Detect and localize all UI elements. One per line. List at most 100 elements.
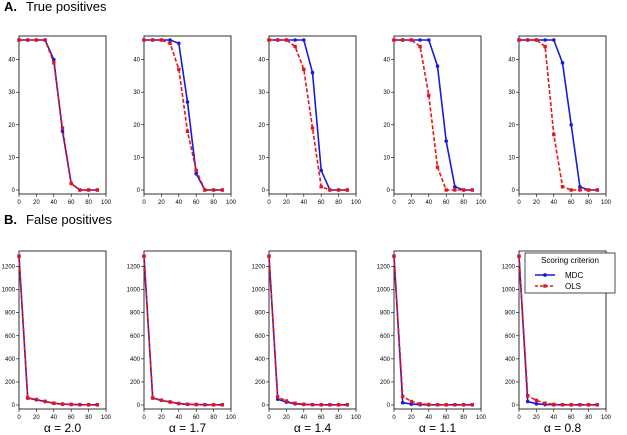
point-mdc xyxy=(453,184,457,189)
x-tick-label: 60 xyxy=(68,200,75,206)
point-mdc xyxy=(52,57,56,62)
series-line-mdc xyxy=(269,39,348,191)
point-mdc xyxy=(552,38,556,42)
point-ols xyxy=(453,188,457,192)
point-ols xyxy=(293,44,297,49)
y-tick-label: 20 xyxy=(508,123,515,129)
y-tick-label: 0 xyxy=(12,188,16,194)
y-tick-label: 30 xyxy=(508,90,515,96)
point-ols xyxy=(552,402,556,407)
x-tick-label: 40 xyxy=(550,200,557,206)
x-tick-label: 60 xyxy=(68,415,75,421)
point-ols xyxy=(52,401,56,405)
point-ols xyxy=(159,398,164,402)
x-tick-label: 100 xyxy=(351,200,362,206)
point-ols xyxy=(578,403,582,407)
y-tick-label: 0 xyxy=(512,188,516,194)
y-tick-label: 1200 xyxy=(377,265,391,271)
point-ols xyxy=(517,254,521,258)
y-tick-label: 200 xyxy=(255,380,266,386)
y-tick-label: 600 xyxy=(505,334,516,340)
point-mdc xyxy=(569,122,573,127)
point-ols xyxy=(586,188,591,192)
y-tick-label: 1200 xyxy=(2,265,16,271)
point-ols xyxy=(26,396,30,400)
y-tick-label: 1000 xyxy=(252,288,266,294)
point-ols xyxy=(177,401,181,406)
x-tick-label: 60 xyxy=(318,200,325,206)
point-ols xyxy=(444,188,448,192)
point-ols xyxy=(276,38,280,42)
y-tick-label: 0 xyxy=(512,403,516,409)
point-mdc xyxy=(418,38,422,42)
point-ols xyxy=(336,188,341,192)
point-ols xyxy=(345,403,349,407)
point-ols xyxy=(276,395,280,399)
point-ols xyxy=(151,396,155,400)
point-mdc xyxy=(560,61,565,65)
y-tick-label: 0 xyxy=(137,403,141,409)
point-ols xyxy=(453,403,457,407)
y-tick-label: 200 xyxy=(505,380,516,386)
x-tick-label: 100 xyxy=(226,415,237,421)
x-tick-label: 60 xyxy=(443,415,450,421)
point-ols xyxy=(543,44,547,49)
point-ols xyxy=(17,38,21,42)
point-ols xyxy=(526,38,530,42)
series-line-mdc xyxy=(268,256,348,406)
x-tick-label: 0 xyxy=(392,415,396,421)
x-tick-label: 0 xyxy=(517,200,521,206)
point-ols xyxy=(418,44,422,49)
series-line-ols xyxy=(19,39,98,191)
point-ols xyxy=(185,402,190,407)
x-tick-label: 20 xyxy=(283,415,290,421)
x-tick-label: 100 xyxy=(226,200,237,206)
point-ols xyxy=(569,403,573,407)
point-ols xyxy=(267,254,271,258)
point-ols xyxy=(319,185,323,189)
y-tick-label: 800 xyxy=(255,311,266,317)
y-tick-label: 20 xyxy=(133,123,140,129)
x-tick-label: 0 xyxy=(517,415,521,421)
x-tick-label: 80 xyxy=(335,200,342,206)
y-tick-label: 40 xyxy=(508,58,515,64)
point-ols xyxy=(203,188,207,192)
x-tick-label: 100 xyxy=(476,415,487,421)
point-ols xyxy=(569,188,573,192)
point-ols xyxy=(461,403,466,407)
plot-frame xyxy=(143,250,232,410)
legend-label-mdc: MDC xyxy=(565,271,583,280)
x-tick-label: 20 xyxy=(408,200,415,206)
point-ols xyxy=(60,402,65,406)
point-ols xyxy=(194,402,198,407)
x-tick-label: 20 xyxy=(158,200,165,206)
point-ols xyxy=(194,168,198,173)
point-ols xyxy=(595,403,599,407)
plot-frame xyxy=(518,250,607,410)
series-line-ols xyxy=(268,256,348,406)
point-ols xyxy=(336,403,341,407)
x-tick-label: 100 xyxy=(601,415,612,421)
point-ols xyxy=(284,399,289,403)
y-tick-label: 0 xyxy=(387,403,391,409)
point-ols xyxy=(345,188,349,192)
y-tick-label: 10 xyxy=(383,155,390,161)
x-tick-label: 60 xyxy=(568,415,575,421)
series-line-mdc xyxy=(519,39,598,191)
y-tick-label: 1000 xyxy=(502,288,516,294)
point-mdc xyxy=(60,129,65,134)
point-ols xyxy=(392,254,396,258)
x-tick-label: 20 xyxy=(533,200,540,206)
alpha-label: α = 1.4 xyxy=(294,421,332,435)
series-line-mdc xyxy=(19,39,98,191)
x-tick-label: 60 xyxy=(318,415,325,421)
x-tick-label: 100 xyxy=(101,415,112,421)
section-a-title: True positives xyxy=(26,0,107,14)
panel-false_positives-4: 0 200 400 600 800 1000 1200 0 20 40 60 80 100 α = 0.8 xyxy=(502,250,612,435)
x-tick-label: 60 xyxy=(443,200,450,206)
point-mdc xyxy=(435,64,440,68)
y-tick-label: 10 xyxy=(258,155,265,161)
point-ols xyxy=(34,397,39,402)
y-tick-label: 1200 xyxy=(502,265,516,271)
panel-false_positives-0: 0 200 400 600 800 1000 1200 0 20 40 60 80 100 α = 2.0 xyxy=(2,250,112,435)
